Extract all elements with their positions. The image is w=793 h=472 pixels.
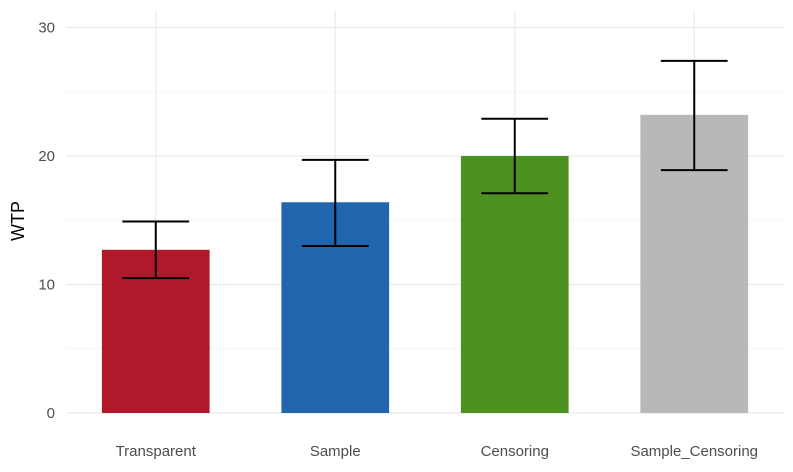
error-bar (660, 59, 728, 172)
y-tick-label: 30 (38, 20, 55, 37)
error-bars (122, 59, 728, 280)
x-tick-label: Sample_Censoring (630, 443, 758, 460)
bar-censoring (460, 156, 569, 413)
y-tick-label: 20 (38, 148, 55, 165)
bars (101, 114, 749, 413)
x-tick-label: Transparent (116, 443, 197, 460)
y-tick-label: 0 (47, 405, 55, 422)
error-bar (481, 117, 549, 195)
y-axis-label: WTP (8, 201, 28, 241)
x-tick-label: Censoring (481, 443, 549, 460)
x-axis-ticks: Transparent Sample Censoring Sample_Censori… (116, 443, 758, 460)
y-tick-label: 10 (38, 277, 55, 294)
error-bar (122, 220, 190, 280)
x-tick-label: Sample (310, 443, 361, 460)
y-axis-ticks: 0 10 20 30 (38, 20, 55, 423)
error-bar (301, 158, 369, 247)
